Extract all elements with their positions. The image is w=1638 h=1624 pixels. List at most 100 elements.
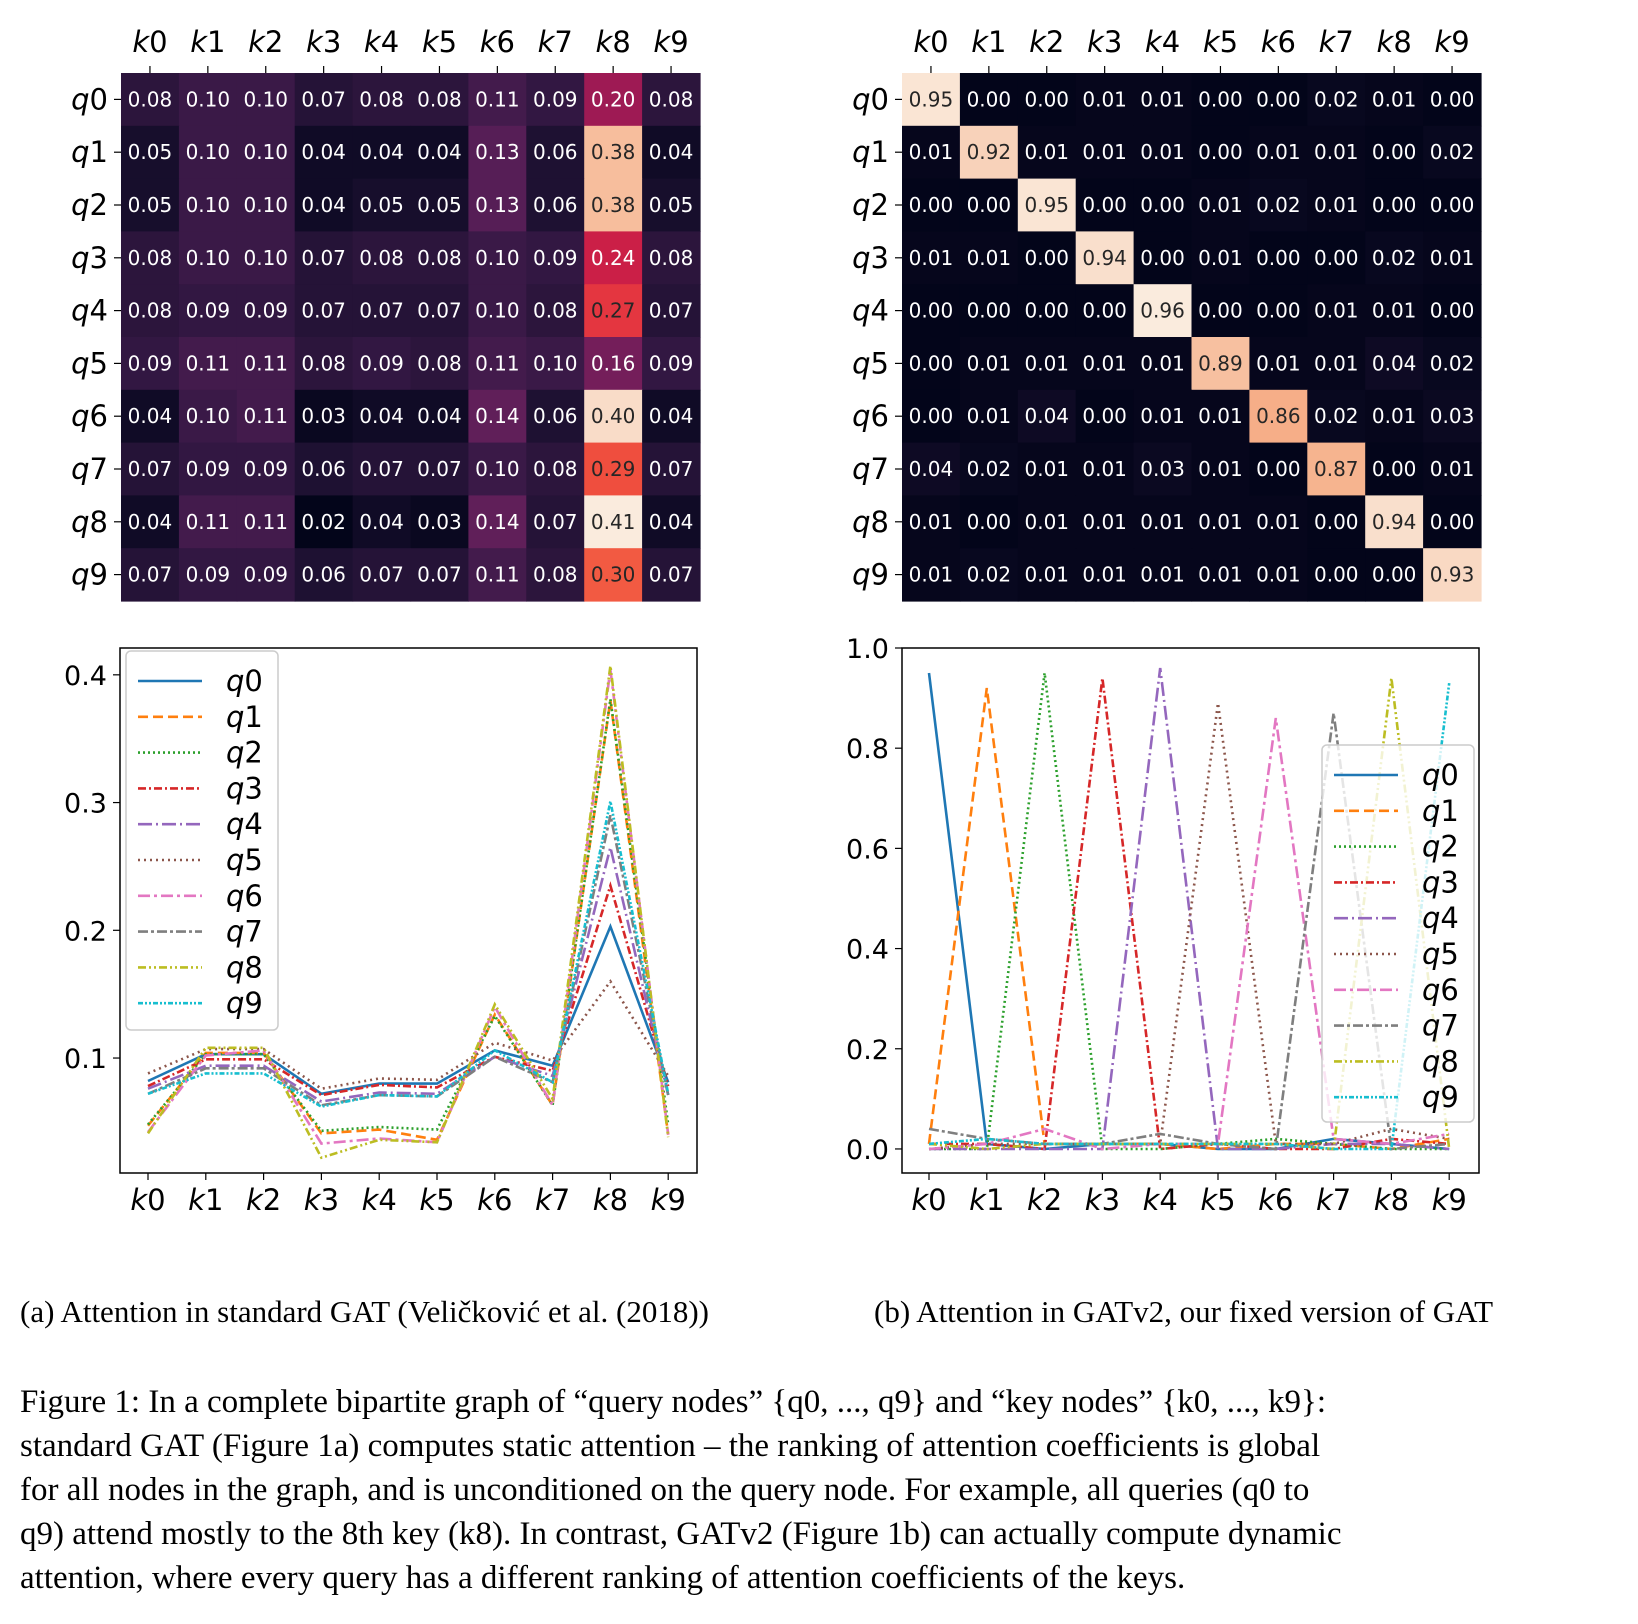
heatmap-value: 0.08 (128, 299, 173, 323)
heatmap-value: 0.00 (967, 299, 1012, 323)
heatmap-value: 0.95 (909, 87, 954, 111)
heatmap-value: 0.01 (1024, 140, 1069, 164)
heatmap-value: 0.07 (417, 457, 462, 481)
heatmap-cell (468, 495, 527, 549)
x-tick-label: k0 (911, 1183, 946, 1217)
heatmap-cell (1423, 337, 1482, 391)
heatmap-cell (1133, 337, 1193, 391)
heatmap-value: 0.01 (1314, 351, 1359, 375)
heatmap-cell (1075, 495, 1135, 549)
heatmap-value: 0.01 (1082, 457, 1127, 481)
heatmap-cell (1423, 125, 1482, 180)
heatmap-cell (121, 231, 180, 285)
heatmap-cell (121, 284, 180, 338)
heatmap-cell (178, 73, 238, 127)
heatmap-value: 0.08 (359, 87, 404, 111)
heatmap-cell (1075, 442, 1135, 496)
heatmap-cell (294, 548, 354, 602)
heatmap-value: 0.09 (186, 299, 231, 323)
heatmap-value: 0.93 (1430, 563, 1475, 587)
heatmap-value: 0.00 (1198, 87, 1243, 111)
y-tick-label: q8 (71, 505, 108, 539)
heatmap-value: 0.10 (475, 246, 520, 270)
heatmap-cell (959, 284, 1019, 338)
legend-label-q1: q1 (1422, 794, 1459, 828)
heatmap-cell (526, 389, 585, 444)
heatmap-value: 0.01 (1082, 87, 1127, 111)
heatmap-cell (959, 442, 1019, 496)
heatmap-cell (178, 495, 238, 549)
heatmap-value: 0.01 (1024, 457, 1069, 481)
y-tick-label: 0.2 (64, 916, 107, 947)
x-tick-label: k9 (653, 25, 688, 59)
x-tick-label: k7 (1316, 1183, 1351, 1217)
heatmap-cell (468, 548, 527, 602)
heatmap-value: 0.09 (128, 351, 173, 375)
series-line-q6 (928, 717, 1450, 1151)
heatmap-cell (178, 284, 238, 338)
heatmap-cell (352, 73, 412, 127)
heatmap-cell (1133, 442, 1193, 496)
heatmap-cell (1365, 495, 1424, 549)
heatmap-cell (236, 442, 296, 496)
heatmap-cell (526, 231, 585, 285)
heatmap-value: 0.01 (1140, 351, 1185, 375)
y-tick-label: q5 (852, 346, 889, 380)
subcaption-b: (b) Attention in GATv2, our fixed versio… (874, 1294, 1494, 1329)
legend-box (125, 650, 279, 1031)
heatmap-cell (1365, 548, 1424, 602)
x-tick-label: k6 (1258, 1183, 1293, 1217)
heatmap-value: 0.05 (359, 193, 404, 217)
heatmap-cell (584, 284, 643, 338)
heatmap-cell (584, 337, 643, 391)
heatmap-cell (294, 73, 354, 127)
heatmap-value: 0.00 (1024, 299, 1069, 323)
heatmap-value: 0.11 (475, 563, 520, 587)
heatmap-value: 0.04 (1024, 404, 1069, 428)
legend-label-q2: q2 (1422, 830, 1459, 864)
heatmap-value: 0.04 (649, 510, 694, 534)
x-tick-label: k0 (130, 1183, 165, 1217)
heatmap-value: 0.08 (533, 299, 578, 323)
heatmap-cell (294, 178, 354, 232)
heatmap-cell (642, 73, 701, 127)
heatmap-cell (236, 125, 296, 180)
heatmap-value: 0.10 (186, 87, 231, 111)
heatmap-cell (468, 442, 527, 496)
heatmap-cell (642, 178, 701, 232)
heatmap-cell (1075, 337, 1135, 391)
heatmap-value: 0.00 (1430, 510, 1475, 534)
legend-label-q3: q3 (226, 771, 263, 805)
heatmap-value: 0.08 (128, 246, 173, 270)
heatmap-cell (1307, 337, 1366, 391)
heatmap-value: 0.04 (301, 193, 346, 217)
heatmap-cell (236, 178, 296, 232)
heatmap-cell (902, 442, 961, 496)
subcaption-a: (a) Attention in standard GAT (Veličkovi… (20, 1294, 709, 1329)
heatmap-cell (642, 284, 701, 338)
heatmap-cell (236, 73, 296, 127)
heatmap-value: 0.94 (1372, 510, 1417, 534)
heatmap-cell (902, 231, 961, 285)
heatmap-cell (236, 337, 296, 391)
heatmap-value: 0.04 (301, 140, 346, 164)
heatmap-value: 0.04 (359, 510, 404, 534)
heatmap-value: 0.11 (243, 351, 288, 375)
heatmap-cell (410, 231, 469, 285)
heatmap-cell (642, 495, 701, 549)
heatmap-cell (1191, 231, 1250, 285)
heatmap-cell (902, 284, 961, 338)
heatmap-value: 0.02 (1430, 140, 1475, 164)
heatmap-cell (1365, 178, 1424, 232)
heatmap-cell (1133, 548, 1193, 602)
heatmap-value: 0.03 (1430, 404, 1475, 428)
x-tick-label: k2 (248, 25, 283, 59)
heatmap-cell (1249, 495, 1308, 549)
heatmap-cell (1249, 337, 1308, 391)
heatmap-cell (1423, 231, 1482, 285)
x-tick-label: k9 (1434, 25, 1469, 59)
x-tick-label: k4 (1145, 25, 1180, 59)
heatmap-cell (178, 389, 238, 444)
heatmap-value: 0.00 (1372, 457, 1417, 481)
heatmap-cell (410, 495, 469, 549)
